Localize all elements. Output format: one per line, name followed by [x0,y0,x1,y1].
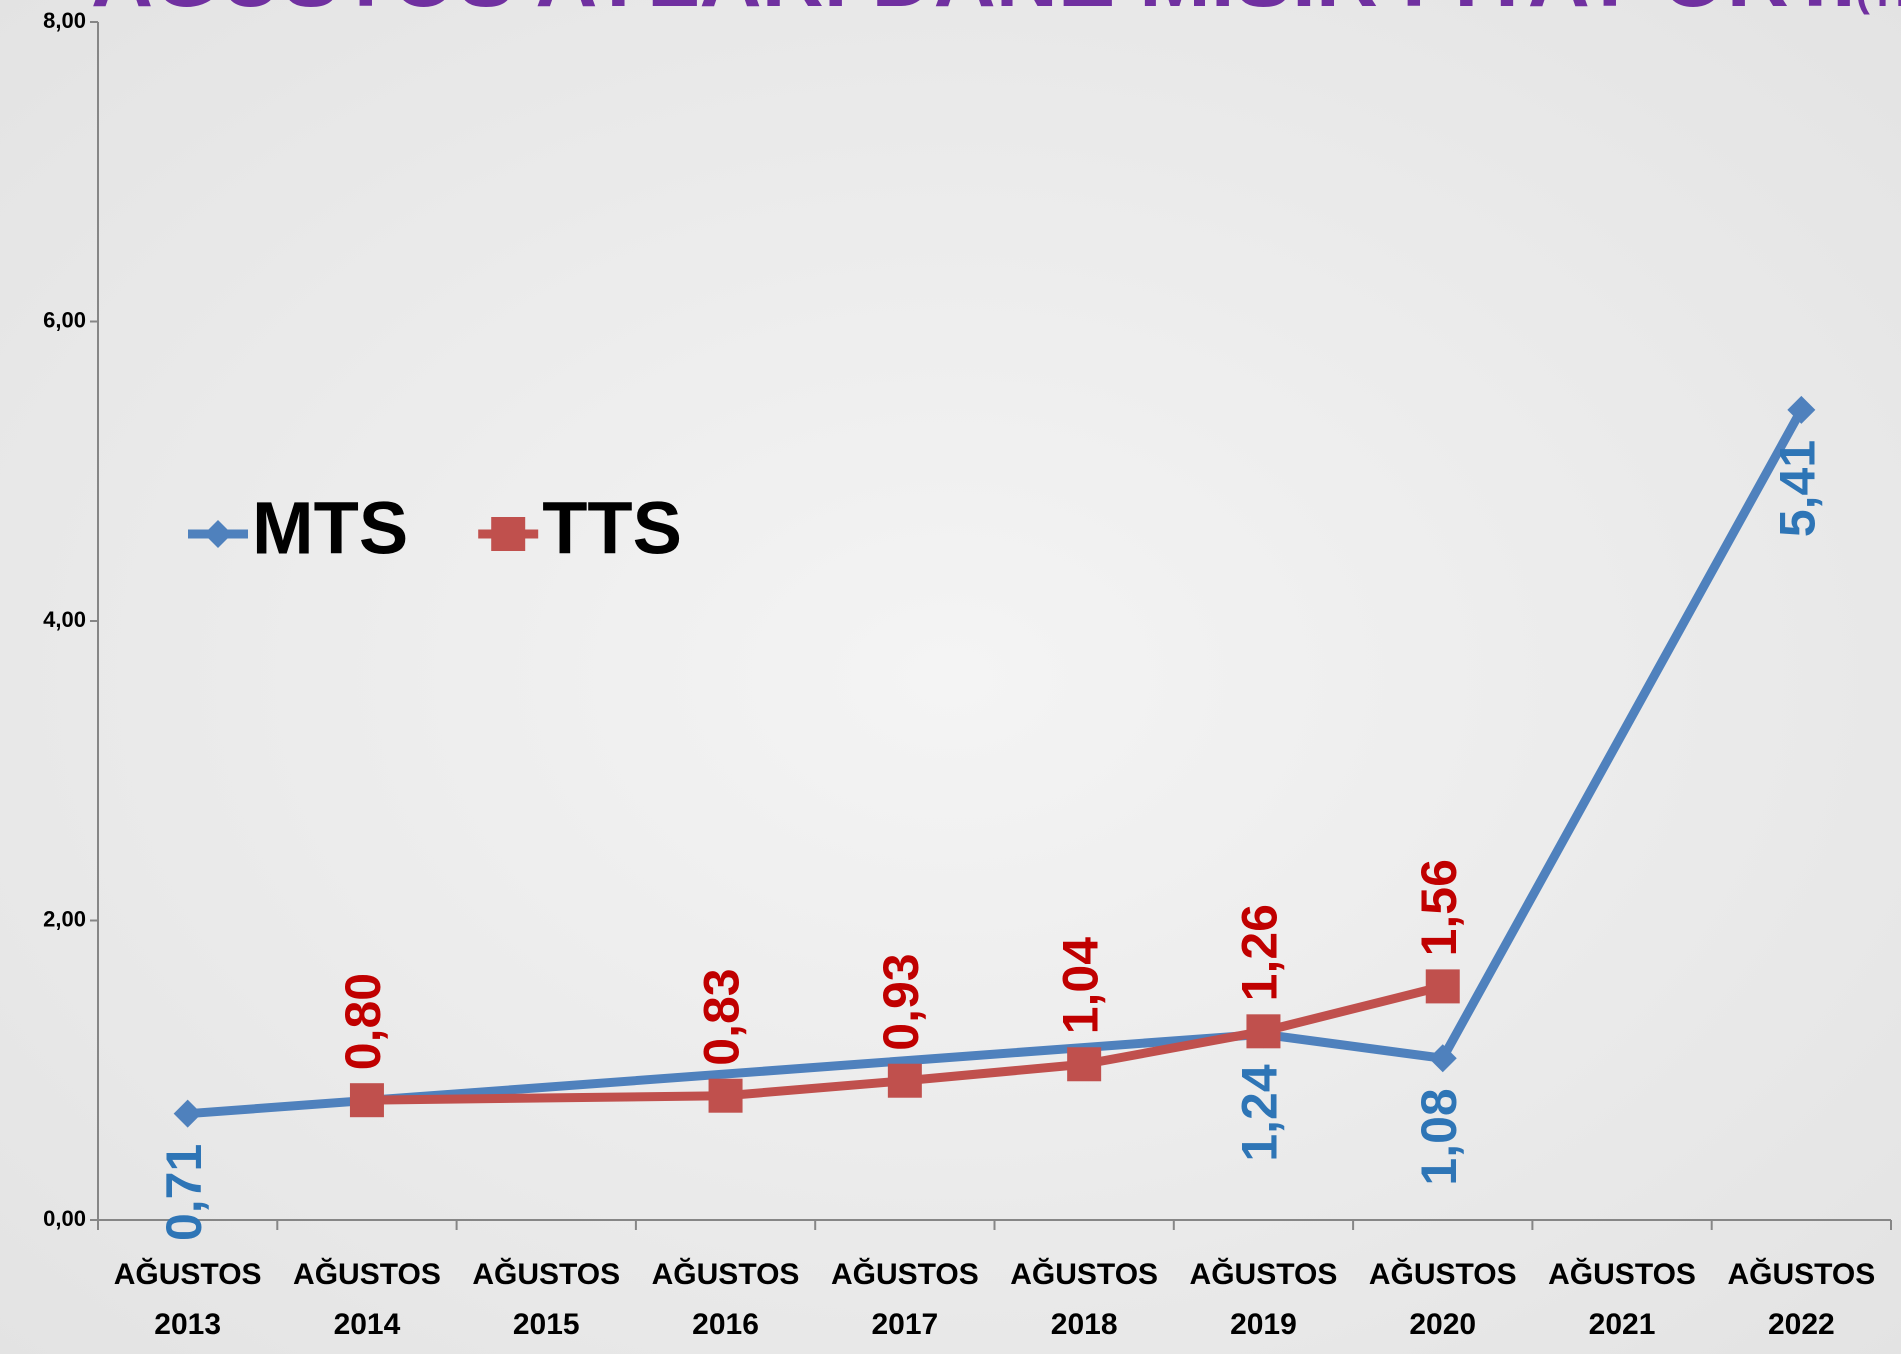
x-tick-label: AĞUSTOS [1010,1257,1158,1291]
x-tick-label: AĞUSTOS [1727,1257,1875,1291]
x-tick-label: 2013 [154,1308,221,1341]
y-tick-label: 6,00 [43,307,86,332]
data-label: 1,24 [1232,1064,1288,1162]
y-tick-label: 2,00 [43,906,86,931]
y-tick-label: 8,00 [43,8,86,33]
data-label: 1,56 [1411,859,1467,956]
marker [1428,1044,1457,1073]
x-tick-label: AĞUSTOS [472,1257,620,1291]
x-tick-label: AĞUSTOS [293,1257,441,1291]
subtitle: (TL) [1856,0,1901,15]
marker [1425,969,1460,1004]
x-tick-label: AĞUSTOS [1369,1257,1517,1291]
title: AĞUSTOS AYLARI DANE MISIR FİYAT ORT. [91,0,1856,25]
marker [349,1083,384,1118]
legend-marker [491,517,526,551]
marker [173,1099,202,1128]
x-tick-label: 2022 [1768,1308,1835,1341]
marker [887,1063,922,1098]
x-tick-label: AĞUSTOS [652,1257,800,1291]
marker [1787,395,1816,424]
x-tick-label: 2014 [334,1308,401,1341]
marker [708,1078,743,1113]
y-tick-label: 4,00 [43,607,86,632]
legend-marker [204,520,232,548]
x-tick-label: AĞUSTOS [1190,1257,1338,1291]
data-label: 1,08 [1411,1088,1467,1185]
x-tick-label: 2016 [692,1308,759,1341]
x-tick-label: 2017 [871,1308,938,1341]
legend-label: MTS [252,487,408,570]
chart-title: AĞUSTOS AYLARI DANE MISIR FİYAT ORT.(TL) [91,0,1901,25]
x-tick-label: 2019 [1230,1308,1297,1341]
data-label: 0,71 [156,1144,212,1241]
x-tick-label: 2021 [1589,1308,1656,1341]
marker [1246,1014,1281,1049]
data-label: 5,41 [1770,440,1826,537]
x-tick-label: AĞUSTOS [1548,1257,1696,1291]
line [366,982,1444,1105]
marker [1067,1047,1102,1082]
data-label: 0,80 [335,973,391,1070]
data-label: 1,04 [1052,937,1108,1035]
x-tick-label: 2018 [1051,1308,1118,1341]
data-label: 0,83 [694,968,750,1065]
line [187,407,1806,1119]
data-label: 0,93 [873,953,929,1050]
x-tick-label: AĞUSTOS [831,1257,979,1291]
legend-label: TTS [542,487,682,570]
x-tick-label: AĞUSTOS [114,1257,262,1291]
data-label: 1,26 [1232,904,1288,1001]
x-tick-label: 2015 [513,1308,580,1341]
x-tick-label: 2020 [1409,1308,1476,1341]
y-tick-label: 0,00 [43,1206,86,1231]
